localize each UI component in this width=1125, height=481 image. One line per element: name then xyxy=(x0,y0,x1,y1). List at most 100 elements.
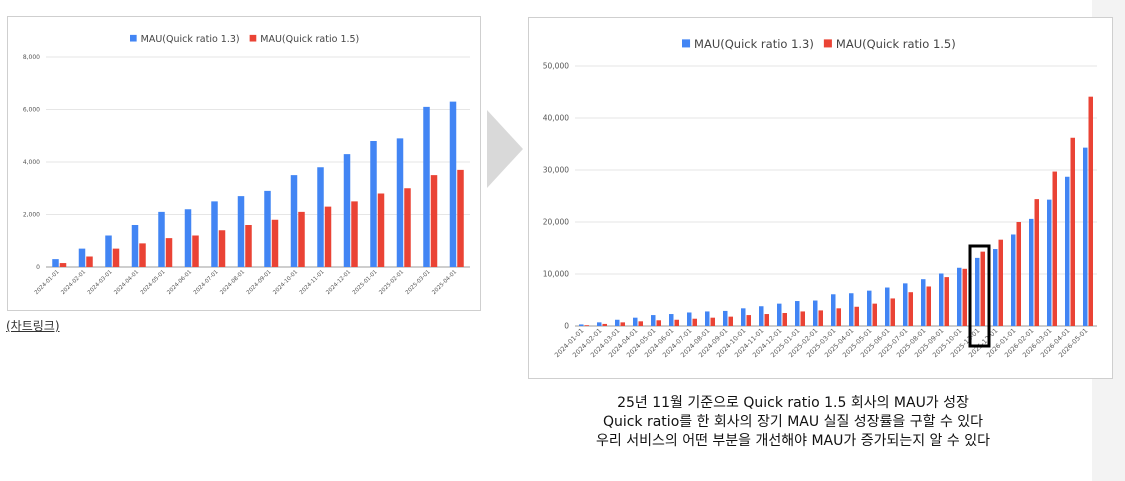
bar-2 xyxy=(86,256,93,267)
x-tick-label: 2025-01-01 xyxy=(352,269,379,296)
caption-line: 25년 11월 기준으로 Quick ratio 1.5 회사의 MAU가 성장 xyxy=(617,395,969,411)
bar-2 xyxy=(962,268,967,326)
bar-2 xyxy=(271,219,279,267)
y-tick-label: 0 xyxy=(36,264,40,271)
bar-1 xyxy=(370,141,377,267)
legend-label: MAU(Quick ratio 1.3) xyxy=(141,34,240,45)
x-tick-label: 2024-02-01 xyxy=(60,269,87,296)
bar-2 xyxy=(139,243,146,267)
bar-1 xyxy=(423,106,430,267)
chart-after-svg: 010,00020,00030,00040,00050,0002024-01-0… xyxy=(543,37,1097,359)
caption: 25년 11월 기준으로 Quick ratio 1.5 회사의 MAU가 성장… xyxy=(528,394,1058,451)
arrow-right-icon xyxy=(487,110,523,188)
y-tick-label: 4,000 xyxy=(23,159,40,166)
bar-1 xyxy=(1065,176,1070,326)
bar-2 xyxy=(430,175,438,267)
bar-1 xyxy=(813,300,818,326)
x-tick-label: 2025-03-01 xyxy=(405,269,432,296)
x-tick-label: 2024-01-01 xyxy=(34,269,61,296)
bar-2 xyxy=(192,235,199,267)
legend-label: MAU(Quick ratio 1.5) xyxy=(836,37,956,51)
y-tick-label: 30,000 xyxy=(543,166,569,175)
x-tick-label: 2025-02-01 xyxy=(378,269,405,296)
x-tick-label: 2024-07-01 xyxy=(193,269,220,296)
bar-2 xyxy=(404,188,411,267)
bar-1 xyxy=(396,138,404,267)
bar-2 xyxy=(710,317,715,326)
bar-1 xyxy=(615,319,620,326)
x-tick-label: 2024-05-01 xyxy=(140,269,167,296)
bar-1 xyxy=(921,279,926,326)
x-tick-label: 2024-06-01 xyxy=(166,269,193,296)
y-tick-label: 8,000 xyxy=(23,54,40,61)
x-tick-label: 2024-11-01 xyxy=(299,269,326,296)
bar-2 xyxy=(674,319,679,326)
bar-2 xyxy=(998,239,1003,326)
chart-link[interactable]: (차트링크) xyxy=(6,319,60,333)
bar-1 xyxy=(343,154,351,267)
bar-1 xyxy=(1029,218,1034,326)
bar-1 xyxy=(993,249,998,326)
caption-line: 우리 서비스의 어떤 부분을 개선해야 MAU가 증가되는지 알 수 있다 xyxy=(596,433,990,449)
bar-1 xyxy=(687,312,692,326)
bar-1 xyxy=(317,167,324,267)
x-tick-label: 2024-09-01 xyxy=(246,269,273,296)
y-tick-label: 0 xyxy=(564,322,569,331)
bar-2 xyxy=(59,263,67,267)
y-tick-label: 6,000 xyxy=(23,107,40,114)
bar-2 xyxy=(1052,171,1057,326)
bar-2 xyxy=(800,311,805,326)
bar-2 xyxy=(602,323,607,326)
bar-2 xyxy=(944,277,949,326)
bar-1 xyxy=(939,273,944,326)
bar-1 xyxy=(975,257,980,326)
legend-swatch xyxy=(249,34,257,42)
chart-after: 0 10,000 20,000 30,000 40,000 50,000 2024-01-0… xyxy=(528,17,1113,379)
bar-2 xyxy=(324,206,332,267)
caption-line: Quick ratio를 한 회사의 장기 MAU 실질 성장률을 구할 수 있… xyxy=(602,414,984,430)
bar-1 xyxy=(795,301,800,326)
bar-1 xyxy=(831,294,836,326)
bar-1 xyxy=(651,315,656,326)
bar-1 xyxy=(579,324,584,326)
bar-2 xyxy=(656,320,661,326)
bar-2 xyxy=(746,315,751,326)
bar-2 xyxy=(980,251,985,326)
bar-1 xyxy=(237,196,245,267)
bar-1 xyxy=(1011,234,1016,326)
bar-1 xyxy=(78,248,86,267)
bar-1 xyxy=(723,310,728,326)
highlight-box xyxy=(968,244,991,348)
legend-swatch xyxy=(823,39,832,48)
legend-swatch xyxy=(130,34,137,42)
bar-2 xyxy=(926,286,931,326)
x-tick-label: 2024-08-01 xyxy=(219,269,246,296)
x-tick-label: 2024-12-01 xyxy=(325,269,352,296)
bar-1 xyxy=(264,190,271,267)
chart-before-svg: 0 2,000 4,000 6,000 8,000 2024-01-01 2024-02-0… xyxy=(23,34,470,296)
bar-2 xyxy=(872,303,877,326)
bar-2 xyxy=(692,318,697,326)
bar-1 xyxy=(105,235,112,267)
bar-1 xyxy=(669,314,674,326)
y-tick-label: 50,000 xyxy=(543,62,569,71)
bar-2 xyxy=(112,248,120,267)
y-tick-label: 2,000 xyxy=(23,212,40,219)
bar-2 xyxy=(457,169,464,267)
y-tick-label: 10,000 xyxy=(543,270,569,279)
bar-1 xyxy=(597,322,602,326)
bar-1 xyxy=(759,306,764,326)
bar-2 xyxy=(782,313,787,326)
bar-1 xyxy=(52,259,59,267)
bar-1 xyxy=(741,308,746,326)
bar-1 xyxy=(633,317,638,326)
bar-1 xyxy=(1083,147,1088,326)
x-tick-label: 2024-03-01 xyxy=(87,269,114,296)
bar-1 xyxy=(158,211,165,267)
bar-2 xyxy=(1034,199,1039,326)
bar-1 xyxy=(957,267,962,326)
bar-1 xyxy=(705,311,710,326)
bar-2 xyxy=(1070,137,1075,326)
bar-2 xyxy=(1088,96,1093,327)
x-tick-label: 2024-10-01 xyxy=(272,269,299,296)
